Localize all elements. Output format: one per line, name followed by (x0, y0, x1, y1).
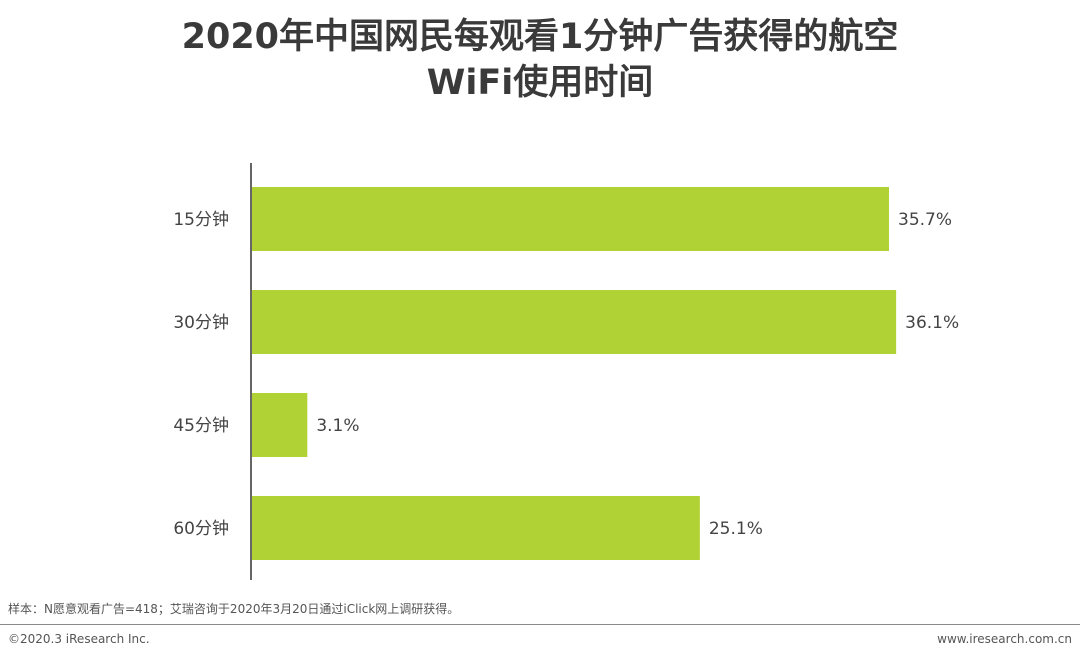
category-label: 60分钟 (173, 519, 229, 539)
chart-title: 2020年中国网民每观看1分钟广告获得的航空 WiFi使用时间 (0, 14, 1080, 106)
value-label: 25.1% (709, 519, 763, 539)
category-label: 45分钟 (173, 416, 229, 436)
bar (252, 393, 308, 457)
value-label: 35.7% (898, 210, 952, 230)
category-label: 15分钟 (173, 210, 229, 230)
bar-chart: 15分钟 35.7% 30分钟 36.1% 45分钟 3.1% 60分钟 25.1% (173, 163, 959, 580)
source-note: 样本：N愿意观看广告=418；艾瑞咨询于2020年3月20日通过iClick网上… (8, 602, 460, 616)
category-label: 30分钟 (173, 313, 229, 333)
chart-title-line-2: WiFi使用时间 (426, 63, 654, 103)
copyright-text: ©2020.3 iResearch Inc. (8, 632, 150, 646)
bar (252, 290, 897, 354)
website-text: www.iresearch.com.cn (937, 632, 1072, 646)
bar (252, 187, 889, 251)
value-label: 36.1% (905, 313, 959, 333)
footer-divider (0, 624, 1080, 625)
value-label: 3.1% (316, 416, 359, 436)
bar (252, 496, 700, 560)
chart-title-line-1: 2020年中国网民每观看1分钟广告获得的航空 (181, 17, 899, 57)
